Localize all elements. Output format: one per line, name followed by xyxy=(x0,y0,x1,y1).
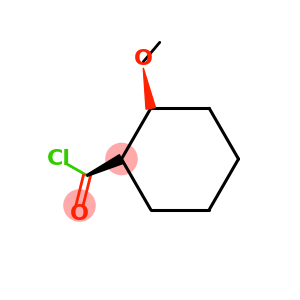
Circle shape xyxy=(106,143,137,175)
Text: O: O xyxy=(134,49,153,69)
Text: O: O xyxy=(70,204,89,224)
Polygon shape xyxy=(87,155,124,176)
Text: Cl: Cl xyxy=(46,149,70,169)
Polygon shape xyxy=(143,68,155,109)
Circle shape xyxy=(64,190,95,221)
